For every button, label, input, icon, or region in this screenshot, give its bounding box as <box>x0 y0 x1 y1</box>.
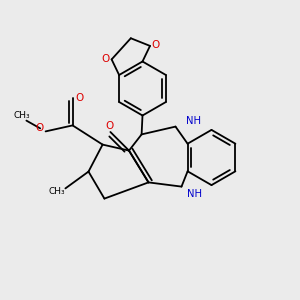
Text: O: O <box>75 93 83 103</box>
Text: CH₃: CH₃ <box>14 111 30 120</box>
Text: CH₃: CH₃ <box>48 187 65 196</box>
Text: O: O <box>106 121 114 131</box>
Text: O: O <box>35 123 43 133</box>
Text: O: O <box>101 54 110 64</box>
Text: NH: NH <box>186 116 201 126</box>
Text: O: O <box>152 40 160 50</box>
Text: NH: NH <box>188 189 202 199</box>
